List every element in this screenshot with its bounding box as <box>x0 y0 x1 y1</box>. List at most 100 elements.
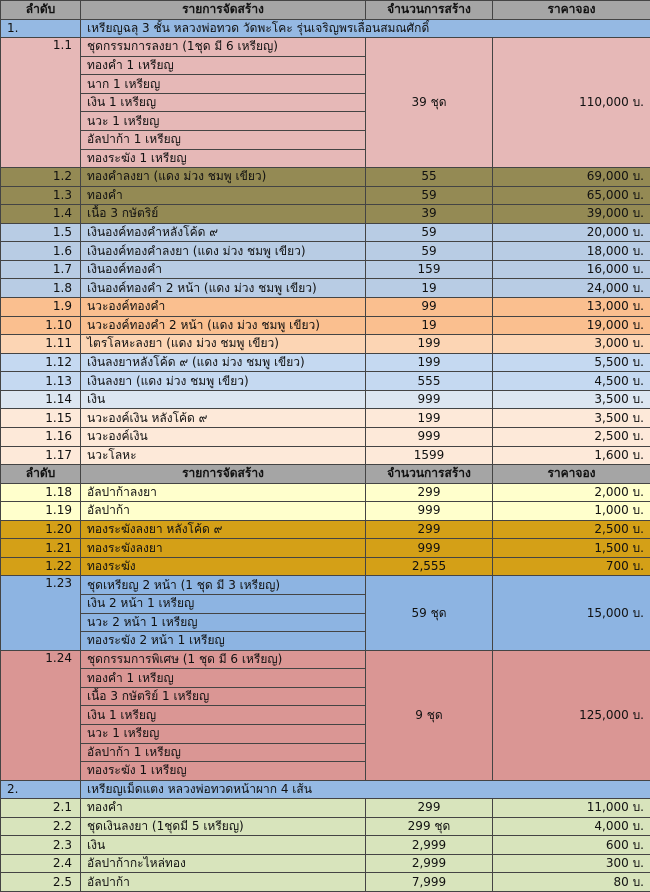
table-row: ทองคำ 1 เหรียญ <box>1 55 650 76</box>
price-cell: 3,500 บ. <box>492 408 650 428</box>
name-cell: เงินองค์ทองคำลงยา (แดง ม่วง ชมพู เขียว) <box>80 241 366 261</box>
table-row: 1.22 ทองระฆัง 2,555 700 บ. <box>0 556 650 577</box>
name-cell: เงิน 1 เหรียญ <box>80 92 366 113</box>
no-cell: 1.20 <box>0 519 81 540</box>
table-row: 1. เหรียญฉลุ 3 ชั้น หลวงพ่อทวด วัดพะโคะ ร… <box>0 18 650 39</box>
table-row: 1.7 เงินองค์ทองคำ 159 16,000 บ. <box>0 259 650 280</box>
price-cell: 4,500 บ. <box>492 371 650 391</box>
no-cell: 1.16 <box>0 426 81 447</box>
no-cell: 1.7 <box>0 259 81 280</box>
table-row: 1.4 เนื้อ 3 กษัตริย์ 39 39,000 บ. <box>0 204 650 224</box>
qty-cell: 99 <box>365 297 493 317</box>
name-cell: ทองระฆัง 1 เหรียญ <box>80 148 366 169</box>
qty-cell: 19 <box>365 278 493 298</box>
price-cell: 15,000 บ. <box>492 575 650 651</box>
qty-cell: 299 <box>365 519 493 540</box>
price-cell: 2,000 บ. <box>492 482 650 503</box>
qty-cell: 55 <box>365 167 493 187</box>
table-row: 1.5 เงินองค์ทองคำหลังโค้ด ๙ 59 20,000 บ. <box>0 222 650 243</box>
price-cell: 18,000 บ. <box>492 241 650 261</box>
name-cell: ทองคำลงยา (แดง ม่วง ชมพู เขียว) <box>80 167 366 187</box>
no-cell: 1.11 <box>0 334 81 354</box>
qty-cell: 199 <box>365 334 493 354</box>
no-cell: 1.14 <box>0 389 81 410</box>
no-cell: 1.4 <box>0 204 81 224</box>
price-cell: 69,000 บ. <box>492 167 650 187</box>
table-row: อัลปาก้า 1 เหรียญ <box>1 742 650 763</box>
name-cell: ทองระฆังลงยา หลังโค้ด ๙ <box>80 519 366 540</box>
qty-h-cell: จำนวนการสร้าง <box>365 464 493 484</box>
name-cell: เงินองค์ทองคำ 2 หน้า (แดง ม่วง ชมพู เขีย… <box>80 278 366 298</box>
name-cell: นวะองค์เงิน <box>80 426 366 447</box>
no-cell: 2.1 <box>0 798 81 818</box>
price-cell: 4,000 บ. <box>492 816 650 837</box>
name-cell: นาก 1 เหรียญ <box>80 74 366 94</box>
no-cell: 1.3 <box>0 185 81 206</box>
name-cell: นวะโลหะ <box>80 445 366 466</box>
qty-h-cell: จำนวนการสร้าง <box>365 0 493 20</box>
name-cell: เงิน 1 เหรียญ <box>80 705 366 725</box>
price-cell: 1,000 บ. <box>492 501 650 521</box>
no-cell: 1.12 <box>0 352 81 373</box>
table-row: 1.6 เงินองค์ทองคำลงยา (แดง ม่วง ชมพู เขีย… <box>0 241 650 261</box>
no-cell: 1.19 <box>0 501 81 521</box>
qty-cell: 999 <box>365 538 493 558</box>
name-cell: อัลปาก้า <box>80 501 366 521</box>
price-cell: 80 บ. <box>492 872 650 892</box>
table-row: 1.17 นวะโลหะ 1599 1,600 บ. <box>0 445 650 466</box>
name-cell: ทองระฆัง 1 เหรียญ <box>80 761 366 781</box>
name-cell: เงิน 2 หน้า 1 เหรียญ <box>80 594 366 614</box>
name-cell: ชุดเหรียญ 2 หน้า (1 ชุด มี 3 เหรียญ) <box>80 575 366 595</box>
price-cell: 700 บ. <box>492 556 650 577</box>
no-cell: 1.1 <box>0 37 81 169</box>
table-row: 1.9 นวะองค์ทองคำ 99 13,000 บ. <box>0 297 650 317</box>
qty-cell: 7,999 <box>365 872 493 892</box>
name-cell: นวะองค์ทองคำ 2 หน้า (แดง ม่วง ชมพู เขียว… <box>80 315 366 336</box>
name-cell: เนื้อ 3 กษัตริย์ 1 เหรียญ <box>80 686 366 707</box>
qty-cell: 9 ชุด <box>365 649 493 781</box>
name-cell: ทองคำ <box>80 798 366 818</box>
no-cell: 1.15 <box>0 408 81 428</box>
table-row: 2.4 อัลปาก้ากะไหล่ทอง 2,999 300 บ. <box>0 853 650 874</box>
price-cell: 20,000 บ. <box>492 222 650 243</box>
no-cell: 1.17 <box>0 445 81 466</box>
qty-cell: 59 <box>365 241 493 261</box>
table-row: ทองระฆัง 2 หน้า 1 เหรียญ <box>1 631 650 651</box>
table-row: 2.1 ทองคำ 299 11,000 บ. <box>0 798 650 818</box>
no-cell: 2.3 <box>0 835 81 855</box>
qty-cell: 59 <box>365 222 493 243</box>
no-cell: 1.23 <box>0 575 81 651</box>
no-cell: 2.4 <box>0 853 81 874</box>
price-cell: 3,000 บ. <box>492 334 650 354</box>
name-cell: เนื้อ 3 กษัตริย์ <box>80 204 366 224</box>
table-row: นวะ 1 เหรียญ <box>1 723 650 744</box>
table-row: 2.5 อัลปาก้า 7,999 80 บ. <box>0 872 650 892</box>
table-row: 1.12 เงินลงยาหลังโค้ด ๙ (แดง ม่วง ชมพู เข… <box>0 352 650 373</box>
no-cell: 1.6 <box>0 241 81 261</box>
table-row: 1.21 ทองระฆังลงยา 999 1,500 บ. <box>0 538 650 558</box>
price-cell: 125,000 บ. <box>492 649 650 781</box>
table-row: ลำดับ รายการจัดสร้าง จำนวนการสร้าง ราคาจอง <box>0 464 650 484</box>
no-cell: 2. <box>0 779 81 800</box>
table-row: ทองระฆัง 1 เหรียญ <box>1 148 650 169</box>
name-h-cell: รายการจัดสร้าง <box>80 464 366 484</box>
table-row: 1.13 เงินลงยา (แดง ม่วง ชมพู เขียว) 555 4,5… <box>0 371 650 391</box>
name-cell: อัลปาก้า 1 เหรียญ <box>80 742 366 763</box>
no-cell: 1.13 <box>0 371 81 391</box>
price-cell: 16,000 บ. <box>492 259 650 280</box>
no-cell: 1.21 <box>0 538 81 558</box>
table-row: 1.15 นวะองค์เงิน หลังโค้ด ๙ 199 3,500 บ. <box>0 408 650 428</box>
name-cell: เงินองค์ทองคำ <box>80 259 366 280</box>
table-row: 1.3 ทองคำ 59 65,000 บ. <box>0 185 650 206</box>
name-cell: นวะ 1 เหรียญ <box>80 111 366 131</box>
name-cell: นวะองค์ทองคำ <box>80 297 366 317</box>
no-cell: 1.5 <box>0 222 81 243</box>
price-cell: 19,000 บ. <box>492 315 650 336</box>
qty-cell: 299 <box>365 798 493 818</box>
qty-cell: 159 <box>365 259 493 280</box>
name-cell: นวะองค์เงิน หลังโค้ด ๙ <box>80 408 366 428</box>
no-h-cell: ลำดับ <box>0 464 81 484</box>
table-row: ทองระฆัง 1 เหรียญ <box>1 761 650 781</box>
qty-cell: 2,555 <box>365 556 493 577</box>
table-row: 1.16 นวะองค์เงิน 999 2,500 บ. <box>0 426 650 447</box>
